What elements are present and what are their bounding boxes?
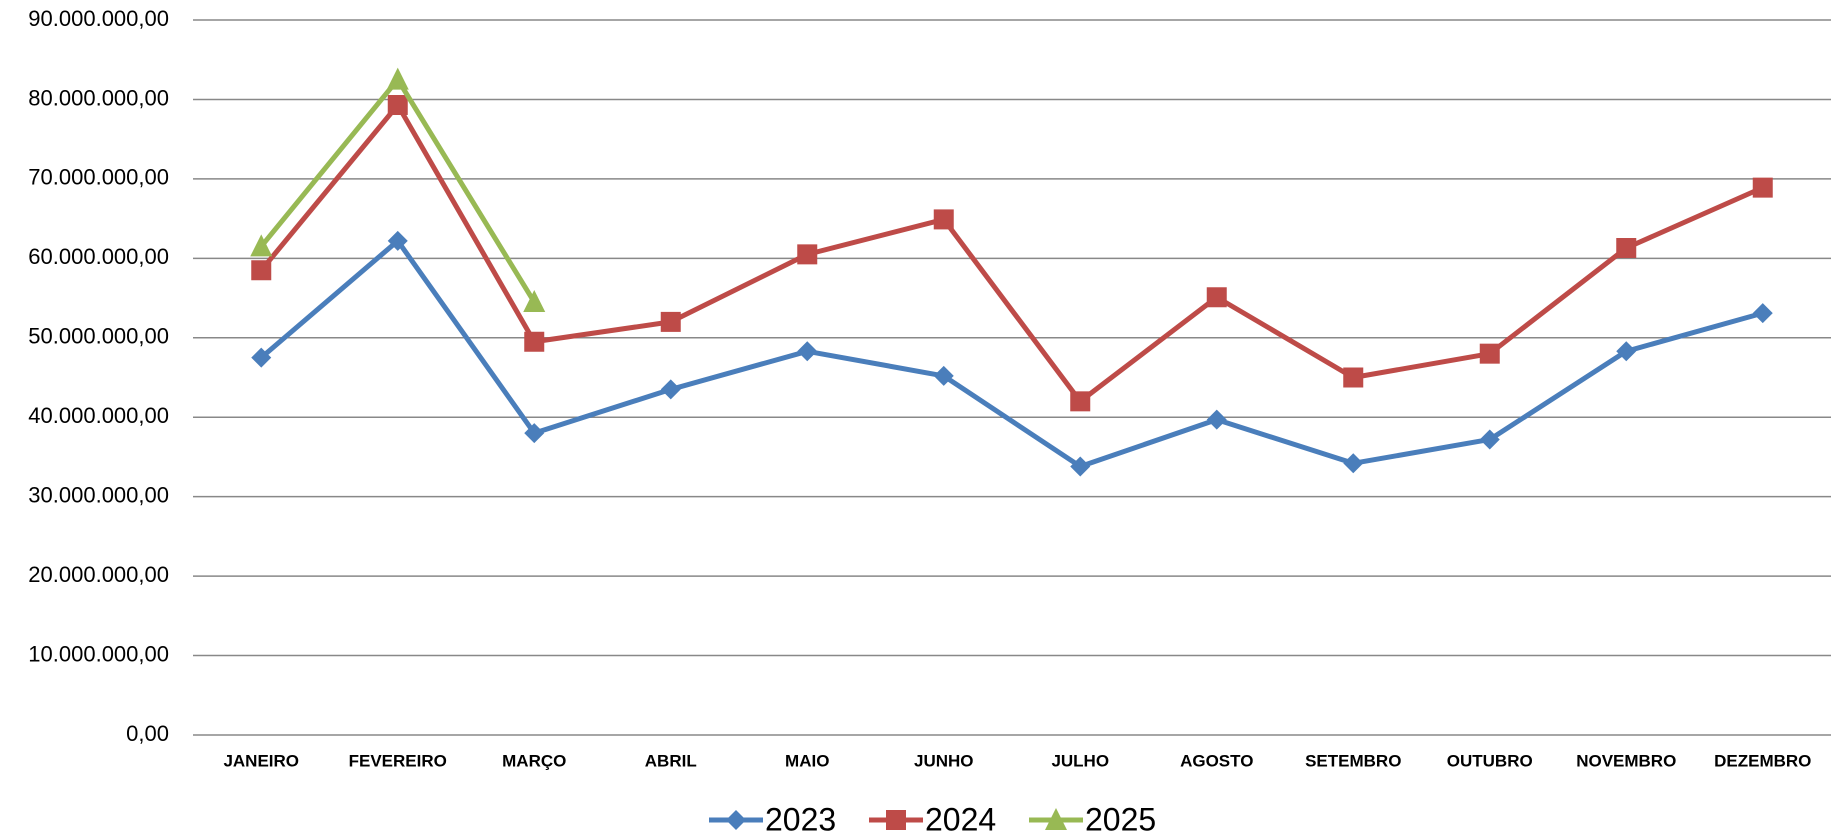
legend-marker [886, 810, 906, 830]
x-tick-label: FEVEREIRO [349, 751, 447, 770]
point [251, 347, 272, 368]
x-tick-label: JULHO [1051, 751, 1109, 770]
point [1479, 429, 1500, 450]
point [1616, 341, 1637, 362]
y-tick-label: 20.000.000,00 [28, 562, 169, 587]
point [797, 341, 818, 362]
legend-marker [1045, 808, 1067, 830]
point [524, 423, 545, 444]
point [1343, 367, 1364, 388]
x-tick-label: MAIO [785, 751, 829, 770]
x-tick-label: DEZEMBRO [1714, 751, 1811, 770]
point [660, 379, 681, 400]
x-tick-label: NOVEMBRO [1576, 751, 1676, 770]
x-tick-label: OUTUBRO [1447, 751, 1533, 770]
y-tick-label: 50.000.000,00 [28, 324, 169, 349]
y-tick-label: 90.000.000,00 [28, 6, 169, 31]
y-tick-label: 30.000.000,00 [28, 482, 169, 507]
point [1070, 456, 1091, 477]
y-tick-label: 40.000.000,00 [28, 403, 169, 428]
x-tick-label: MARÇO [502, 751, 566, 770]
point [660, 311, 681, 332]
x-tick-label: ABRIL [645, 751, 697, 770]
x-tick-label: AGOSTO [1180, 751, 1253, 770]
point [933, 209, 954, 230]
y-tick-label: 70.000.000,00 [28, 165, 169, 190]
point [1343, 453, 1364, 474]
point [250, 234, 273, 257]
point [797, 244, 818, 265]
legend-label: 2023 [765, 801, 836, 837]
legend-label: 2025 [1085, 801, 1156, 837]
series-line [259, 238, 1764, 469]
point [1070, 391, 1091, 412]
point [1752, 177, 1773, 198]
y-tick-label: 60.000.000,00 [28, 244, 169, 269]
point [1206, 287, 1227, 308]
point [387, 95, 408, 116]
point [524, 331, 545, 352]
point [251, 260, 272, 281]
y-tick-label: 0,00 [126, 721, 169, 746]
legend-marker [726, 810, 746, 830]
point [387, 230, 408, 251]
x-tick-label: JUNHO [914, 751, 974, 770]
point [523, 290, 546, 313]
x-tick-label: SETEMBRO [1305, 751, 1401, 770]
legend-label: 2024 [925, 801, 996, 837]
series-line [259, 102, 1764, 404]
point [1479, 343, 1500, 364]
point [386, 67, 409, 90]
point [1616, 238, 1637, 259]
point [1206, 409, 1227, 430]
x-tick-label: JANEIRO [223, 751, 299, 770]
y-tick-label: 10.000.000,00 [28, 641, 169, 666]
point [1752, 303, 1773, 324]
y-tick-label: 80.000.000,00 [28, 85, 169, 110]
point [933, 365, 954, 386]
